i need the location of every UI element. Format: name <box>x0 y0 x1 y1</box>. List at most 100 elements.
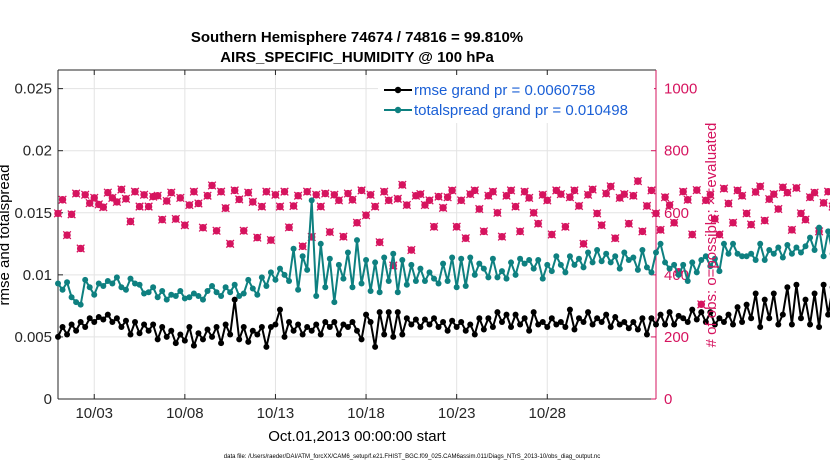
x-tick-label: 10/23 <box>438 405 476 422</box>
rmse-point <box>648 315 655 322</box>
totalspread-point <box>209 283 216 290</box>
obs-evaluated-marker <box>80 190 90 200</box>
obs-count-point <box>189 187 199 196</box>
totalspread-point <box>150 284 157 291</box>
rmse-point <box>444 327 451 334</box>
rmse-point <box>566 306 573 313</box>
totalspread-point <box>295 286 302 293</box>
rmse-point <box>553 321 560 328</box>
obs-evaluated-marker <box>438 203 448 213</box>
y-right-axis-label: # of obs: o=possible; ×=evaluated <box>703 123 720 348</box>
obs-evaluated-marker <box>561 222 570 232</box>
rmse-point <box>458 319 465 326</box>
totalspread-point <box>730 240 737 247</box>
obs-count-point <box>556 189 566 199</box>
totalspread-point <box>621 249 628 256</box>
obs-evaluated-marker <box>524 193 534 203</box>
totalspread-point <box>73 299 80 306</box>
obs-count-point <box>588 185 597 194</box>
obs-evaluated-marker <box>579 239 588 249</box>
obs-count-point <box>447 186 457 195</box>
obs-count-point <box>629 191 638 200</box>
obs-evaluated-marker <box>656 225 665 235</box>
y-right-tick-label: 200 <box>664 329 689 346</box>
obs-evaluated-marker <box>461 233 470 243</box>
obs-count-point <box>724 199 733 208</box>
rmse-point <box>421 316 428 323</box>
obs-count-point <box>117 185 126 194</box>
obs-evaluated-marker <box>343 189 353 198</box>
rmse-point <box>702 319 709 326</box>
obs-evaluated-marker <box>588 185 597 194</box>
rmse-point <box>797 315 804 322</box>
obs-evaluated-marker <box>248 197 258 207</box>
obs-evaluated-marker <box>479 227 489 236</box>
totalspread-point <box>136 281 143 288</box>
totalspread-point <box>218 292 225 299</box>
y-axis-label: rmse and totalspread <box>0 165 13 306</box>
totalspread-point <box>159 287 166 294</box>
totalspread-point <box>539 275 546 282</box>
rmse-point <box>299 331 306 338</box>
obs-count-point <box>606 182 615 191</box>
totalspread-point <box>816 224 823 231</box>
obs-evaluated-marker <box>189 187 199 196</box>
totalspread-point <box>104 278 111 285</box>
obs-count-point <box>321 189 330 198</box>
obs-count-point <box>810 188 819 197</box>
rmse-point <box>775 321 782 328</box>
obs-evaluated-marker <box>135 202 144 211</box>
obs-count-point <box>311 190 321 200</box>
totalspread-point <box>376 289 383 296</box>
y-right-tick-label: 0 <box>664 391 672 408</box>
rmse-point <box>122 317 129 324</box>
obs-count-point <box>769 189 779 199</box>
totalspread-point <box>68 294 75 301</box>
totalspread-point <box>453 284 460 291</box>
obs-count-point <box>742 209 751 218</box>
rmse-point <box>304 323 311 330</box>
rmse-point <box>168 327 175 334</box>
rmse-point <box>331 319 338 326</box>
rmse-point <box>575 315 582 322</box>
rmse-point <box>521 315 528 322</box>
rmse-point <box>199 336 206 343</box>
obs-evaluated-marker <box>185 200 194 210</box>
rmse-point <box>643 331 650 338</box>
obs-count-point <box>488 187 498 196</box>
obs-evaluated-marker <box>99 202 108 212</box>
obs-count-point <box>112 197 122 207</box>
rmse-point <box>181 337 188 344</box>
totalspread-point <box>127 275 134 282</box>
obs-count-point <box>357 186 366 195</box>
rmse-point <box>358 336 365 343</box>
obs-evaluated-marker <box>216 187 226 196</box>
obs-count-point <box>823 187 830 196</box>
obs-evaluated-marker <box>520 187 529 196</box>
obs-evaluated-marker <box>638 227 647 236</box>
obs-count-point <box>520 187 529 196</box>
rmse-point <box>163 333 170 340</box>
obs-count-point <box>212 226 221 236</box>
obs-count-point <box>194 199 203 208</box>
obs-evaluated-marker <box>239 226 249 236</box>
obs-evaluated-marker <box>511 202 520 211</box>
obs-evaluated-marker <box>687 230 697 239</box>
obs-evaluated-marker <box>742 209 751 218</box>
rmse-point <box>530 309 537 316</box>
totalspread-point <box>236 292 243 299</box>
rmse-point <box>281 333 288 340</box>
rmse-point <box>349 319 356 326</box>
obs-evaluated-marker <box>692 185 702 195</box>
obs-evaluated-marker <box>819 198 828 208</box>
rmse-point <box>711 321 718 328</box>
totalspread-point <box>634 266 641 273</box>
x-tick-label: 10/18 <box>347 405 385 422</box>
totalspread-point <box>59 286 66 293</box>
rmse-point <box>335 331 342 338</box>
obs-evaluated-marker <box>574 201 584 211</box>
obs-count-point <box>185 200 194 210</box>
totalspread-point <box>562 269 569 276</box>
totalspread-point <box>308 197 315 204</box>
rmse-point <box>657 311 664 318</box>
